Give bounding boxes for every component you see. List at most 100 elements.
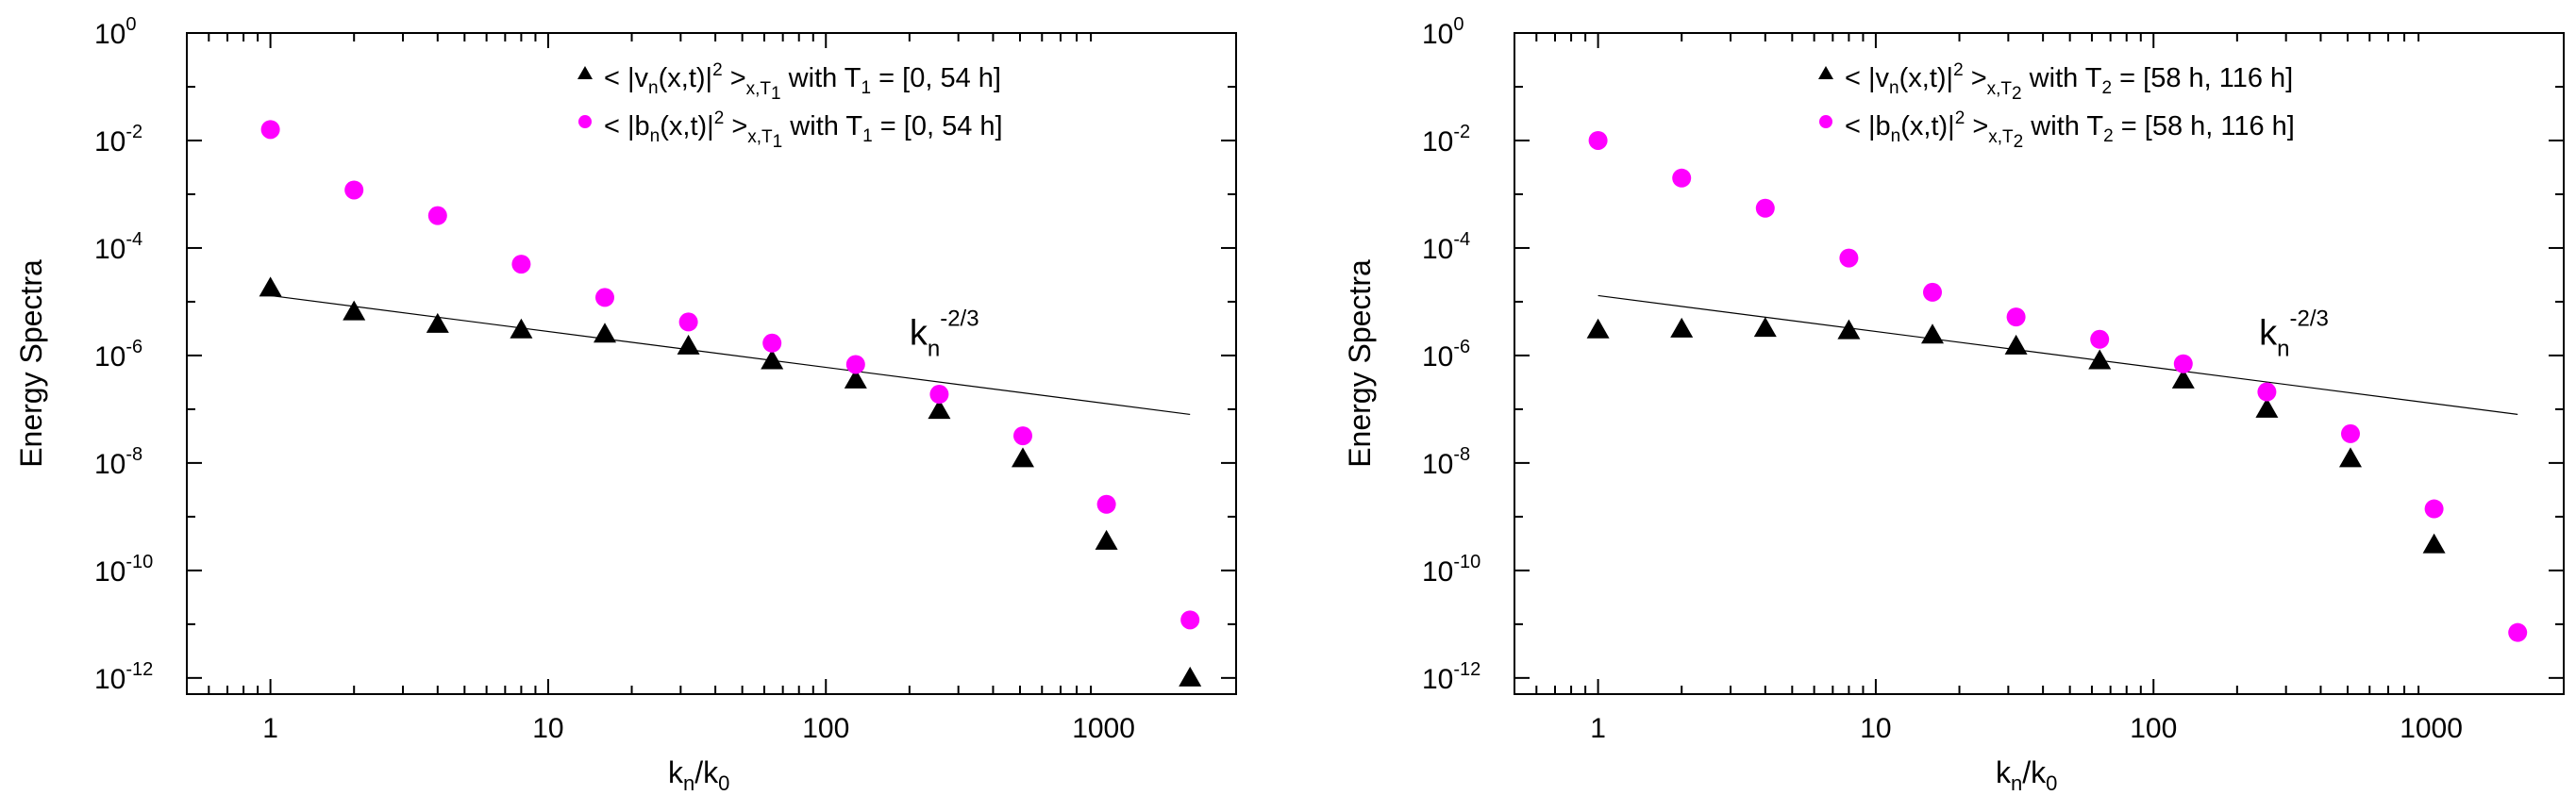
legend-sub-4: 1 — [861, 78, 872, 98]
triangle-marker — [2088, 349, 2112, 370]
x-axis-label: kn/k0 — [668, 755, 729, 795]
legend-gt: > — [1965, 111, 1988, 141]
annot-exp: -2/3 — [2290, 306, 2329, 331]
legend-post: with T — [781, 63, 861, 93]
legend-entry: < |vn(x,t)|2 >x,T2 with T2 = [58 h, 116 … — [1845, 60, 2293, 104]
legend-mid: (x,t)| — [660, 111, 713, 141]
y-tick-label: 10-2 — [94, 122, 142, 157]
legend-tail: = [0, 54 h] — [873, 111, 1003, 141]
circle-marker — [2173, 354, 2193, 373]
circle-marker — [344, 180, 364, 200]
x-tick-label: 1000 — [2400, 713, 2463, 744]
circle-marker — [762, 333, 782, 353]
circle-marker — [1839, 248, 1859, 268]
x-label-k: k — [668, 755, 684, 789]
triangle-marker — [259, 276, 282, 297]
y-tick-label: 10-4 — [94, 229, 142, 265]
legend-entry: < |bn(x,t)|2 >x,T2 with T2 = [58 h, 116 … — [1845, 108, 2295, 152]
legend-sup: 2 — [1955, 108, 1965, 128]
circle-marker — [2424, 499, 2444, 519]
triangle-marker — [2004, 334, 2028, 355]
legend-sub-t: 2 — [2014, 132, 2024, 152]
x-label-k: k — [1996, 755, 2012, 789]
legend-circle-marker — [1819, 115, 1832, 128]
legend-sub-n: n — [648, 78, 659, 98]
legend-sub-n: n — [650, 126, 661, 146]
legend-sub-n: n — [1889, 78, 1899, 98]
fit-line-slope — [1597, 294, 2518, 416]
legend-sub-4: 2 — [2103, 126, 2114, 146]
y-tick-exponent: -12 — [125, 659, 153, 680]
x-tick-label: 1000 — [1072, 713, 1135, 744]
legend-tail: = [58 h, 116 h] — [2112, 63, 2293, 93]
annot-sub: n — [928, 336, 940, 361]
legend-sup: 2 — [714, 108, 725, 128]
legend-pre: < |v — [604, 63, 649, 93]
chart-panel-right: 1 10 100 100010010-210-410-610-810-1010-12E… — [1343, 14, 2565, 795]
x-label-sep: /k — [694, 755, 719, 789]
triangle-marker — [928, 399, 951, 420]
legend-post: with T — [782, 111, 862, 141]
y-tick-exponent: 0 — [1453, 14, 1464, 35]
legend-entry: < |vn(x,t)|2 >x,T1 with T1 = [0, 54 h] — [604, 60, 1001, 104]
circle-marker — [1588, 130, 1608, 150]
y-tick-label: 10-12 — [1422, 659, 1480, 695]
circle-marker — [511, 255, 531, 274]
plot-frame — [1514, 32, 2565, 695]
legend-gt: > — [724, 111, 747, 141]
legend-entry: < |bn(x,t)|2 >x,T1 with T1 = [0, 54 h] — [604, 108, 1003, 152]
legend-tail: = [0, 54 h] — [871, 63, 1001, 93]
y-tick-label: 10-6 — [1422, 337, 1470, 373]
x-tick-label: 1 — [262, 713, 278, 744]
y-tick-label: 10-10 — [94, 552, 153, 588]
legend-circle-marker — [578, 115, 592, 128]
triangle-marker — [844, 368, 867, 389]
legend-pre: < |b — [604, 111, 650, 141]
y-tick-exponent: -12 — [1453, 659, 1480, 680]
x-label-sub-n: n — [2011, 771, 2022, 795]
y-tick-exponent: 0 — [125, 14, 136, 35]
triangle-marker — [761, 349, 784, 370]
y-tick-exponent: -4 — [1453, 229, 1470, 250]
y-axis-label: Energy Spectra — [14, 259, 48, 468]
x-tick-label: 10 — [1860, 713, 1891, 744]
legend-mid: (x,t)| — [1900, 111, 1954, 141]
chart-panel-left: 1 10 100 100010010-210-410-610-810-1010-12E… — [14, 14, 1237, 795]
triangle-marker — [510, 318, 533, 339]
y-tick-exponent: -2 — [1453, 122, 1470, 142]
triangle-marker — [1670, 317, 1694, 338]
x-label-sep: /k — [2022, 755, 2047, 789]
y-tick-exponent: -10 — [1453, 552, 1480, 572]
circle-marker — [427, 206, 447, 225]
circle-marker — [1755, 198, 1775, 218]
y-tick-exponent: -6 — [1453, 337, 1470, 357]
triangle-marker — [1179, 666, 1202, 687]
circle-marker — [2508, 622, 2528, 642]
legend-mid: (x,t)| — [659, 63, 712, 93]
x-tick-label: 100 — [2130, 713, 2177, 744]
legend-pre: < |v — [1845, 63, 1890, 93]
x-label-sub-0: 0 — [2046, 771, 2057, 795]
y-tick-base: 10 — [94, 126, 125, 157]
y-tick-base: 10 — [94, 449, 125, 480]
circle-marker — [678, 312, 698, 332]
legend-sub-t: 2 — [2012, 84, 2022, 104]
y-tick-label: 10-12 — [94, 659, 153, 695]
y-tick-base: 10 — [94, 234, 125, 265]
legend-gt: > — [723, 63, 746, 93]
y-tick-label: 10-6 — [94, 337, 142, 373]
legend-sub-4: 2 — [2102, 78, 2113, 98]
legend-sub-4: 1 — [862, 126, 873, 146]
series-v — [259, 276, 1202, 687]
y-axis-label: Energy Spectra — [1343, 259, 1377, 468]
legend-gt: > — [1964, 63, 1987, 93]
x-tick-label: 10 — [532, 713, 563, 744]
y-tick-exponent: -8 — [125, 444, 142, 465]
y-tick-base: 10 — [1422, 126, 1453, 157]
series-b — [260, 120, 1200, 630]
legend-sub-xt: x,T — [1988, 127, 2014, 147]
series-v — [1586, 317, 2446, 554]
annot-k: k — [2259, 313, 2278, 353]
annot-sub: n — [2277, 336, 2289, 361]
y-tick-exponent: -6 — [125, 337, 142, 357]
